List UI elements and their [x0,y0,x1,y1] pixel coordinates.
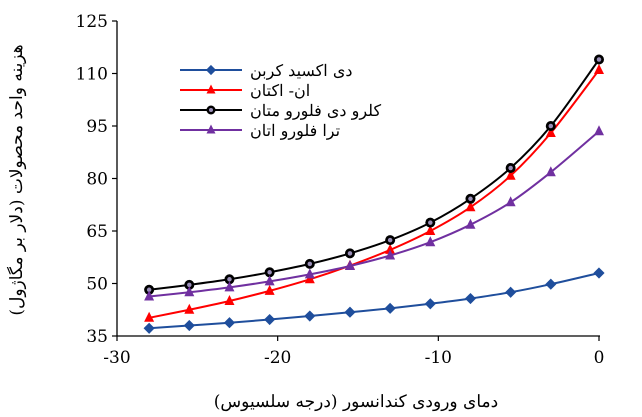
data-point [224,281,235,292]
series-1 [143,267,605,334]
y-tick-label: 80 [86,170,108,190]
data-point [224,274,235,285]
series-line [149,130,600,298]
legend-label: ترا فلورو اتان [250,121,340,140]
data-point-inner [347,251,353,256]
chart-axes: 35 50 65 80 95 110 125 -30 -20 -10 0 [76,12,605,368]
data-point [344,306,356,318]
data-point [545,121,556,131]
x-tick-label: -30 [103,348,130,368]
data-point-inner [187,282,192,288]
y-tick-label: 50 [86,275,108,295]
data-point [264,313,276,326]
legend-label: دی اکسید کربن [250,61,352,80]
data-point [304,258,315,269]
y-tick-label: 95 [86,117,108,137]
data-point [465,193,476,204]
data-point [545,127,556,137]
data-point-inner [146,287,152,293]
y-tick-label: 110 [76,65,108,85]
data-point [425,217,436,228]
legend-item-4: ترا فلورو اتان [180,121,340,140]
data-point [505,163,516,173]
x-axis-label: دمای ورودی کندانسور (درجه سلسیوس) [214,392,498,412]
data-point [505,286,517,298]
series-line [149,58,600,291]
data-point [385,243,396,254]
data-point [344,260,355,270]
data-point [144,290,155,301]
data-point [545,166,556,177]
data-point-inner [508,165,513,171]
series-4 [144,125,604,301]
data-point-inner [468,196,473,202]
data-point [593,267,605,279]
y-tick-label: 35 [86,327,108,347]
series-layer [143,54,605,334]
data-point [464,292,477,305]
legend-item-3: کلرو دی فلورو متان [180,101,381,120]
data-point [425,225,436,235]
data-point [385,249,396,260]
data-point [184,303,195,314]
data-point [144,284,155,295]
data-point-inner [596,57,602,62]
x-tick-label: 0 [594,348,605,368]
data-point [385,235,396,246]
data-point [264,267,275,278]
data-point [594,64,604,74]
data-point [206,84,216,94]
data-point [264,275,275,286]
data-point [143,322,155,334]
series-3 [144,54,604,295]
data-point [184,286,195,297]
data-point [205,64,217,76]
data-point [304,310,316,322]
data-point [344,248,355,259]
y-tick-label: 65 [86,222,108,242]
data-point [144,311,155,322]
x-tick-label: -10 [425,348,452,368]
data-point-inner [428,220,433,225]
y-axis-label: هزینه واحد محصولات (دلار بر مگاژول) [6,44,27,315]
y-tick-label: 125 [76,12,108,32]
legend-item-1: دی اکسید کربن [180,61,352,80]
data-point [206,105,216,115]
data-point [505,196,516,207]
data-point [545,278,557,290]
data-point [384,302,396,314]
data-point-inner [208,107,214,113]
data-point-inner [227,277,232,282]
data-point [184,279,195,290]
data-point [206,124,216,134]
x-tick-label: -20 [264,348,291,368]
data-point [425,236,436,247]
data-point [465,201,476,212]
data-point [594,125,604,136]
data-point-inner [307,261,313,267]
data-point [505,169,516,180]
legend-label: کلرو دی فلورو متان [250,101,381,120]
data-point [224,295,235,305]
data-point-inner [548,123,554,129]
data-point [594,54,604,65]
data-point [465,218,476,229]
legend-item-2: ان- اکتان [180,81,310,100]
data-point-inner [387,237,393,243]
data-point [183,319,195,332]
data-point [264,284,275,295]
data-point-inner [267,270,272,275]
data-point [304,268,315,279]
legend-label: ان- اکتان [250,81,310,100]
data-point [424,298,436,310]
data-point [223,317,236,329]
